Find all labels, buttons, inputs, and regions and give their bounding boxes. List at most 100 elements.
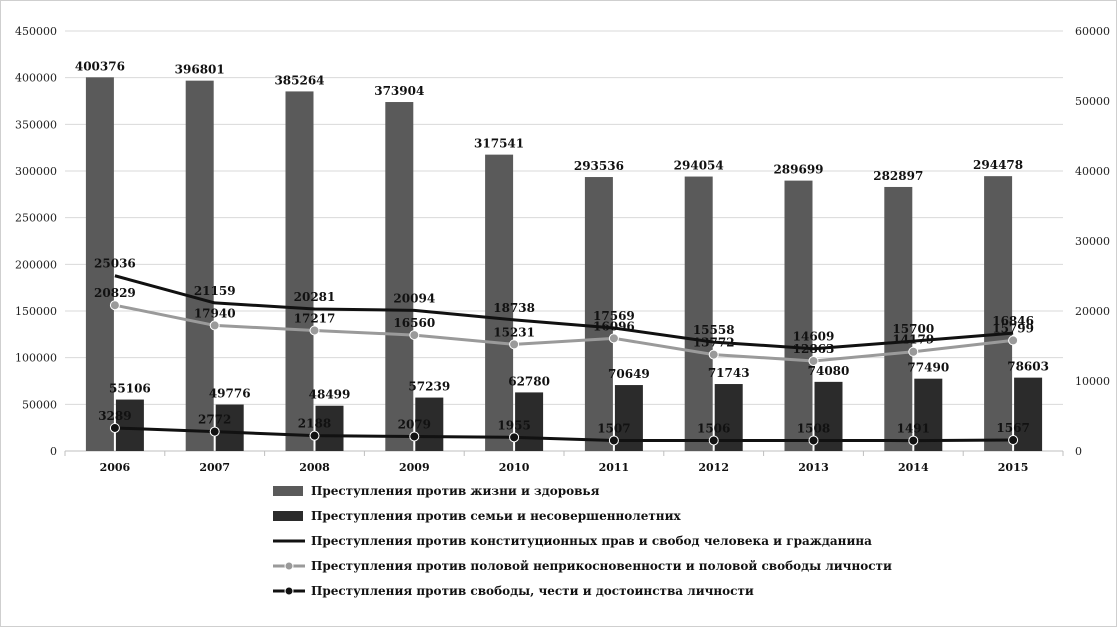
bar	[385, 102, 414, 451]
y-right-tick-label: 50000	[1075, 95, 1110, 108]
series-line	[114, 426, 1014, 443]
bar	[215, 404, 244, 451]
line-data-label: 25036	[94, 257, 136, 271]
line-data-label: 18738	[493, 301, 535, 315]
y-left-tick-label: 250000	[15, 212, 57, 225]
bar-data-label: 55106	[109, 382, 151, 396]
y-right-tick-label: 10000	[1075, 375, 1110, 388]
bar	[684, 176, 713, 451]
x-tick-label: 2011	[599, 461, 630, 474]
x-tick-label: 2009	[399, 461, 430, 474]
bar	[115, 399, 144, 451]
line-data-label: 15231	[493, 325, 535, 339]
line-point	[409, 431, 420, 442]
bar-data-label: 48499	[309, 388, 351, 402]
x-tick-label: 2015	[998, 461, 1029, 474]
line-data-label: 17569	[593, 309, 635, 323]
line-data-label: 1567	[996, 421, 1029, 435]
line-point	[509, 339, 520, 350]
line-point	[209, 320, 220, 331]
line-point	[808, 355, 819, 366]
line-data-label: 2188	[298, 417, 331, 431]
bar-data-label: 49776	[209, 387, 251, 401]
line-data-label: 14179	[892, 333, 934, 347]
line-point	[1008, 435, 1019, 446]
legend-label: Преступления против свободы, чести и дос…	[311, 584, 754, 598]
y-left-tick-label: 50000	[22, 398, 57, 411]
line-data-label: 21159	[194, 284, 236, 298]
bar-data-label: 62780	[508, 374, 550, 388]
bar	[784, 180, 813, 452]
bar	[285, 91, 314, 452]
bar	[485, 154, 514, 451]
line-data-label: 1508	[797, 421, 830, 435]
line-point	[109, 300, 120, 311]
line-data-label: 14609	[793, 330, 835, 344]
bar-data-label: 294054	[674, 159, 724, 173]
line-data-label: 20281	[294, 290, 336, 304]
legend-marker	[284, 561, 294, 571]
y-right-tick-label: 0	[1075, 445, 1082, 458]
bar-data-label: 57239	[408, 380, 450, 394]
series-line	[114, 274, 1014, 351]
bar-data-label: 385264	[274, 73, 324, 87]
bar-data-label: 70649	[608, 367, 650, 381]
bar	[1014, 377, 1043, 451]
line-data-label: 1491	[897, 422, 930, 436]
line-point	[708, 435, 719, 446]
y-left-tick-label: 300000	[15, 165, 57, 178]
bar	[515, 392, 544, 451]
line-data-label: 3289	[98, 409, 131, 423]
y-left-tick-label: 450000	[15, 25, 57, 38]
bar	[85, 77, 114, 451]
bar-data-label: 373904	[374, 84, 424, 98]
bar-data-label: 317541	[474, 137, 524, 151]
x-tick-label: 2007	[199, 461, 230, 474]
x-tick-label: 2014	[898, 461, 929, 474]
y-left-tick-label: 400000	[15, 72, 57, 85]
legend-label: Преступления против жизни и здоровья	[311, 484, 600, 498]
bar-data-label: 289699	[773, 163, 823, 177]
line-data-label: 16846	[992, 314, 1034, 328]
x-tick-label: 2012	[698, 461, 729, 474]
line-data-label: 2772	[198, 413, 231, 427]
legend-swatch	[273, 511, 303, 521]
bar-data-label: 74080	[808, 364, 850, 378]
line-data-label: 1507	[597, 421, 630, 435]
line-point	[608, 333, 619, 344]
legend-marker	[284, 586, 294, 596]
line-point	[708, 349, 719, 360]
y-left-tick-label: 150000	[15, 305, 57, 318]
bar	[415, 397, 444, 451]
legend-label: Преступления против конституционных прав…	[311, 534, 872, 548]
line-data-label: 15700	[892, 322, 934, 336]
bar	[185, 80, 214, 451]
line-point	[309, 325, 320, 336]
bar-data-label: 78603	[1007, 360, 1049, 374]
line-point	[409, 330, 420, 341]
bar	[315, 405, 344, 451]
x-tick-label: 2010	[499, 461, 530, 474]
line-point	[808, 435, 819, 446]
line-data-label: 16096	[593, 319, 635, 333]
line-point	[908, 346, 919, 357]
x-tick-label: 2006	[100, 461, 131, 474]
line-point	[1008, 335, 1019, 346]
line-data-label: 12863	[793, 342, 835, 356]
line-data-label: 20094	[393, 291, 435, 305]
x-tick-label: 2013	[798, 461, 829, 474]
line-data-label: 1955	[497, 418, 530, 432]
y-right-tick-label: 40000	[1075, 165, 1110, 178]
line-data-label: 17217	[294, 311, 336, 325]
legend-label: Преступления против половой неприкоснове…	[311, 559, 892, 573]
bar-data-label: 396801	[175, 63, 225, 77]
line-point	[509, 432, 520, 443]
y-right-tick-label: 30000	[1075, 235, 1110, 248]
line-data-label: 17940	[194, 306, 236, 320]
y-left-tick-label: 100000	[15, 352, 57, 365]
bar-data-label: 400376	[75, 59, 125, 73]
line-point	[608, 435, 619, 446]
y-left-tick-label: 200000	[15, 258, 57, 271]
